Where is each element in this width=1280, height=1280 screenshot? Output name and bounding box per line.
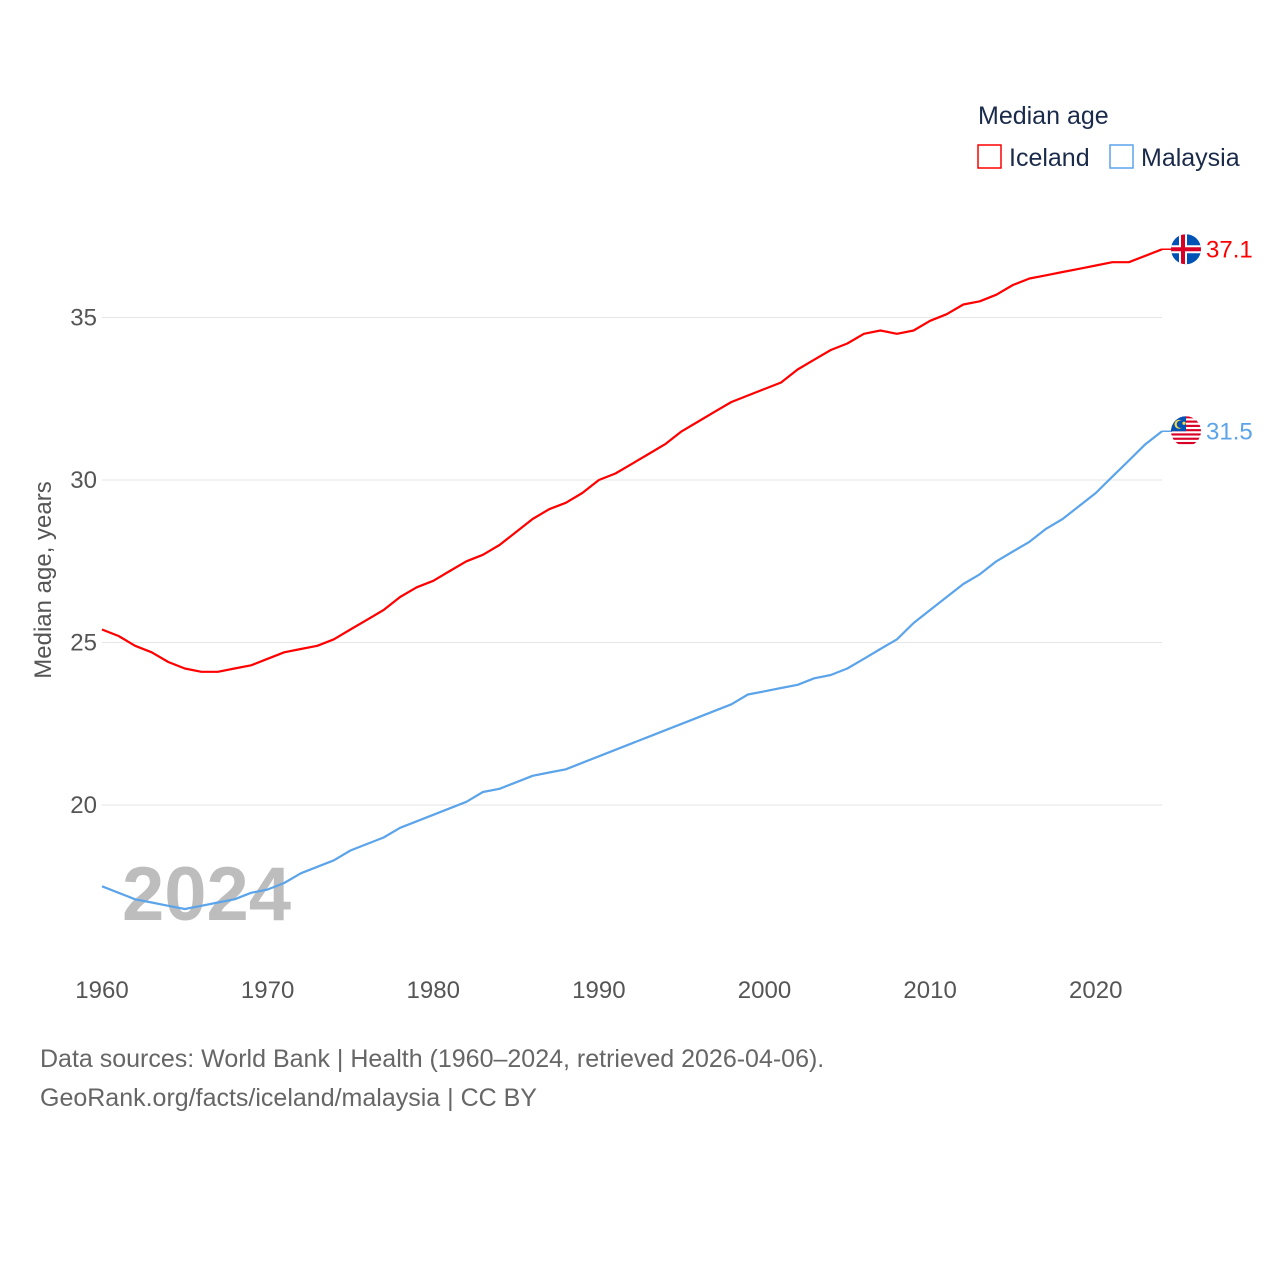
series-line-malaysia <box>101 430 1163 911</box>
end-value-label-malaysia: 31.5 <box>1206 418 1253 445</box>
y-tick-label: 20 <box>70 792 97 819</box>
x-tick-label: 2020 <box>1069 977 1122 1004</box>
y-tick-label: 25 <box>70 630 97 657</box>
legend-label-iceland: Iceland <box>1009 144 1090 172</box>
x-tick-label: 1990 <box>572 977 625 1004</box>
y-axis-label: Median age, years <box>30 481 57 678</box>
year-watermark: 2024 <box>122 852 291 937</box>
x-tick-label: 2000 <box>738 977 791 1004</box>
iceland-flag-icon <box>1171 234 1201 265</box>
y-tick-label: 30 <box>70 467 97 494</box>
series-line-iceland <box>101 248 1163 673</box>
x-tick-label: 2010 <box>903 977 956 1004</box>
legend-item-malaysia[interactable]: Malaysia <box>1109 144 1240 172</box>
y-tick-label: 35 <box>70 305 97 332</box>
x-tick-label: 1980 <box>407 977 460 1004</box>
malaysia-flag-icon <box>1171 416 1201 445</box>
legend-title: Median age <box>978 102 1109 130</box>
attribution-link[interactable]: GeoRank.org/facts/iceland/malaysia | CC … <box>40 1084 537 1112</box>
end-value-label-iceland: 37.1 <box>1206 236 1253 263</box>
data-source-text: Data sources: World Bank | Health (1960–… <box>40 1045 825 1073</box>
legend-item-iceland[interactable]: Iceland <box>977 144 1090 172</box>
legend-label-malaysia: Malaysia <box>1141 144 1240 172</box>
x-tick-label: 1970 <box>241 977 294 1004</box>
x-tick-label: 1960 <box>75 977 128 1004</box>
